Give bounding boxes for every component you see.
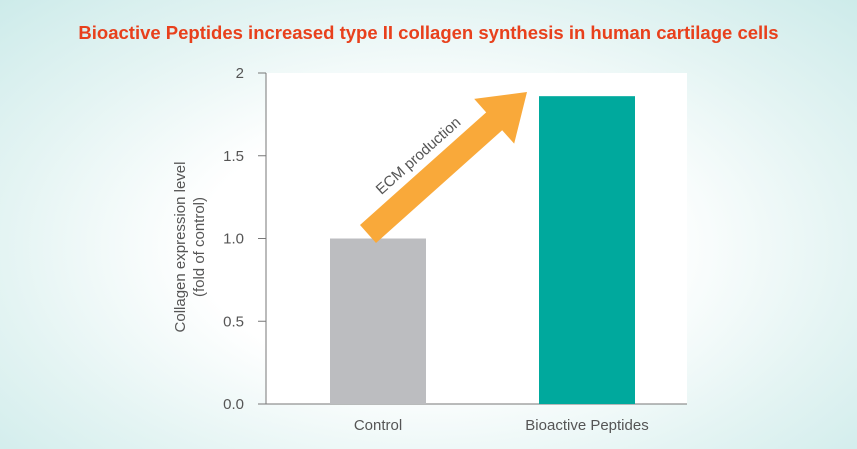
y-tick-label: 2: [236, 65, 244, 82]
bars: Control Bioactive Peptides: [330, 96, 649, 434]
ecm-arrow: ECM production: [360, 91, 528, 243]
y-tick-label: 0.0: [223, 396, 244, 413]
y-tick-label: 1.0: [223, 231, 244, 248]
y-tick-label: 0.5: [223, 313, 244, 330]
chart-title: Bioactive Peptides increased type II col…: [78, 22, 779, 43]
y-tick-label: 1.5: [223, 148, 244, 165]
ecm-arrow-shape: ECM production: [360, 91, 528, 243]
x-tick-label: Bioactive Peptides: [525, 417, 648, 434]
arrow-body: [360, 91, 528, 243]
bar-control: [330, 238, 426, 404]
x-tick-label: Control: [354, 417, 402, 434]
bar-bioactive-peptides: [539, 96, 635, 405]
